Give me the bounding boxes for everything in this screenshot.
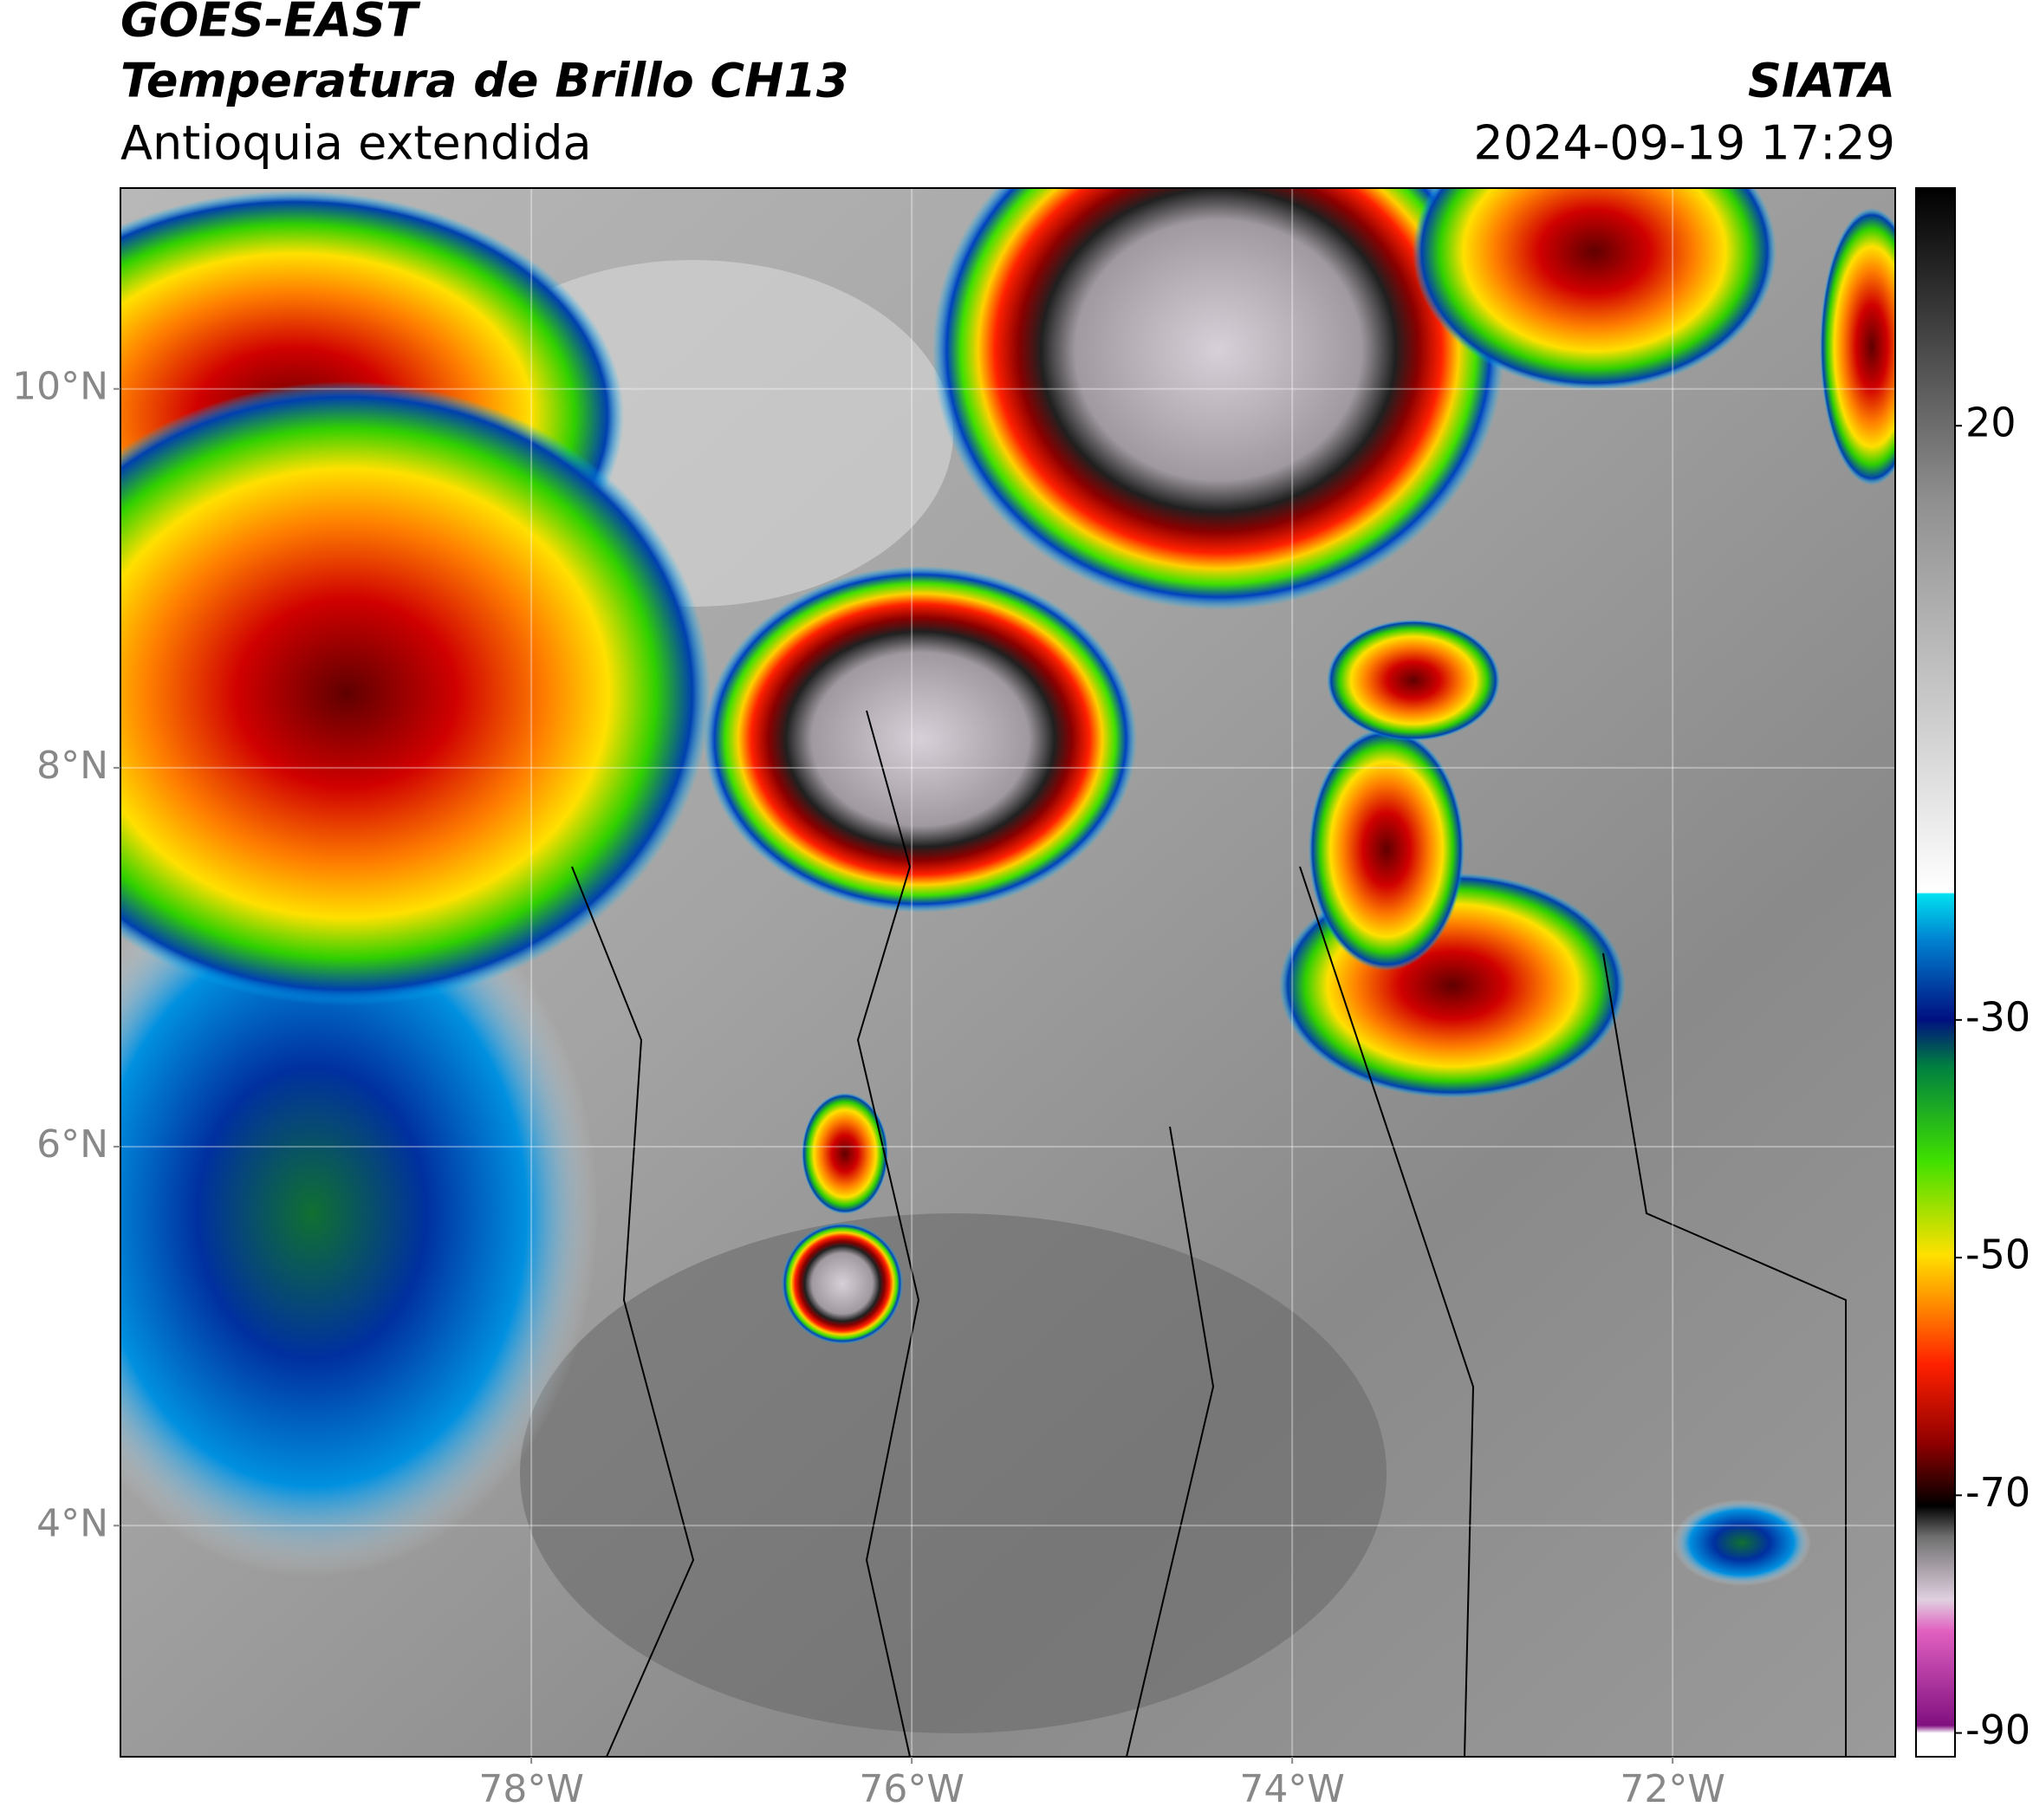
colorbar-label: -70 [1965,1469,2030,1516]
colorbar-label: -90 [1965,1706,2030,1753]
lat-label: 4°N [36,1501,108,1545]
lon-label: 74°W [1239,1767,1345,1811]
lon-label: 76°W [859,1767,965,1811]
map-frame [120,187,1896,1758]
product: Temperatura de Brillo CH13 [120,54,849,108]
region: Antioquia extendida [120,116,592,171]
title: GOES-EAST [120,0,421,48]
lon-label: 78°W [478,1767,584,1811]
agency: SIATA [1748,54,1895,108]
colorbar-label: 20 [1965,400,2017,446]
lat-label: 10°N [12,365,108,409]
graticule [120,188,1895,1757]
colorbar-label: -50 [1965,1232,2030,1278]
colorbar [1915,187,1956,1758]
lat-label: 8°N [36,744,108,788]
lon-label: 72°W [1620,1767,1725,1811]
lat-label: 6°N [36,1122,108,1167]
satellite-image [120,188,1895,1757]
colorbar-label: -30 [1965,993,2030,1040]
timestamp: 2024-09-19 17:29 [1473,116,1895,171]
